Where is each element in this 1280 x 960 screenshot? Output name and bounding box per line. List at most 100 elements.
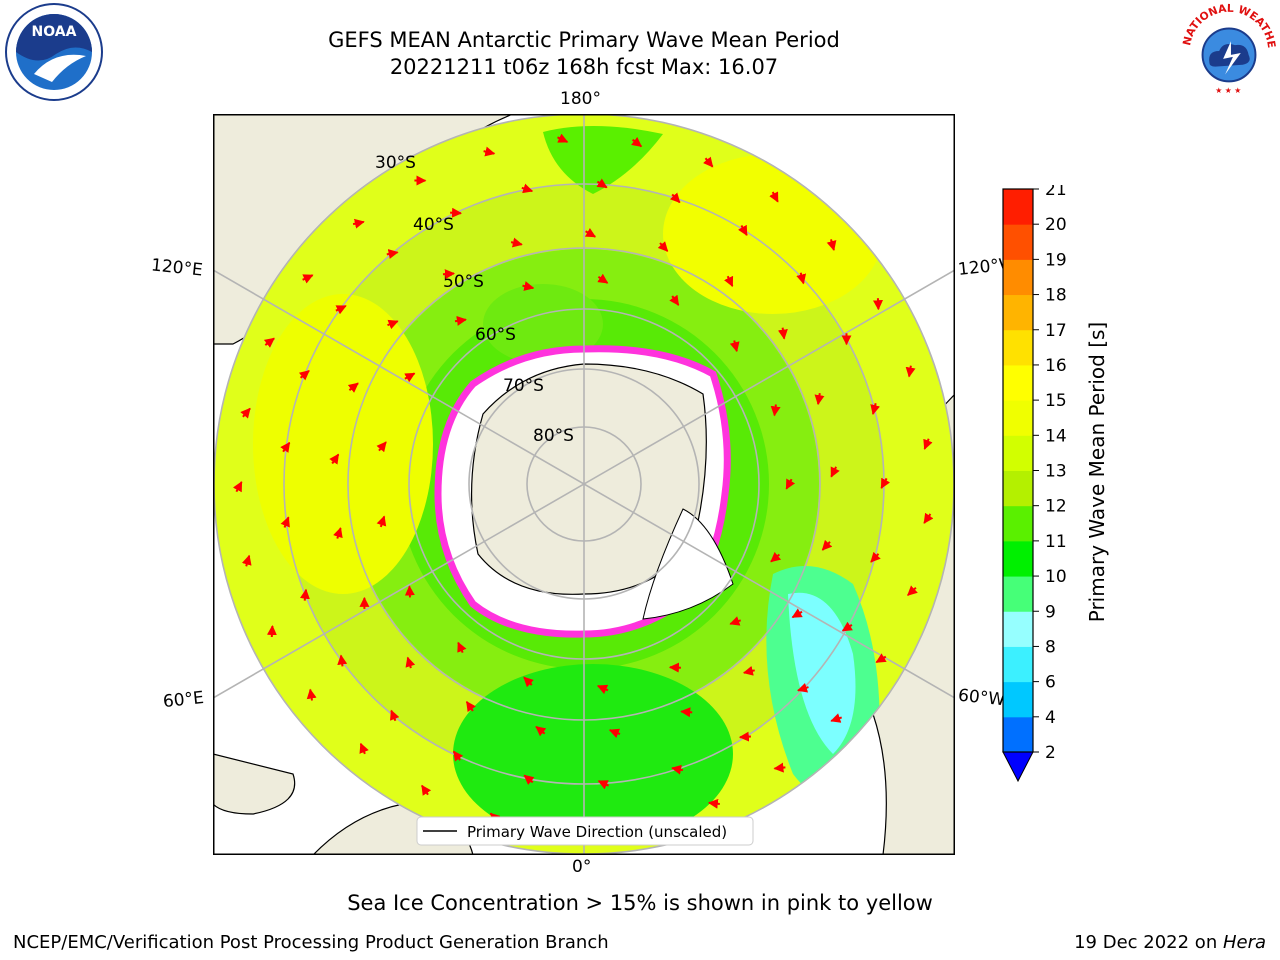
- wave-arrow: [729, 616, 742, 626]
- wave-arrow: [450, 207, 462, 218]
- wave-arrow: [465, 700, 476, 713]
- colorbar-block: [1003, 681, 1033, 718]
- wave-arrow: [724, 275, 734, 288]
- wave-arrow: [521, 183, 534, 194]
- colorbar-block: [1003, 470, 1033, 507]
- wave-arrow: [777, 327, 788, 340]
- wave-arrow: [738, 731, 751, 742]
- wave-arrow: [523, 676, 534, 688]
- machine-name: Hera: [1222, 932, 1266, 953]
- wave-arrow: [597, 273, 609, 284]
- colorbar-tick-label: 21: [1045, 185, 1067, 200]
- date-label: 19 Dec 2022 on: [1074, 932, 1223, 953]
- wave-arrow: [742, 665, 755, 676]
- map-panel: 30°S 40°S 50°S 60°S 70°S 80°S Primary Wa…: [213, 114, 955, 855]
- colorbar-block: [1003, 540, 1033, 577]
- wave-arrow: [907, 585, 918, 596]
- wave-arrow: [347, 382, 359, 393]
- wave-arrow: [770, 551, 782, 563]
- wave-arrow: [923, 512, 934, 524]
- noaa-logo: NOAA: [5, 3, 103, 101]
- wave-arrow: [826, 239, 837, 251]
- colorbar-tick-label: 15: [1045, 391, 1067, 411]
- wave-arrow: [387, 319, 399, 330]
- colorbar-block: [1003, 576, 1033, 612]
- colorbar-tick-label: 6: [1045, 673, 1056, 693]
- wave-arrow: [376, 515, 387, 528]
- wave-arrow: [905, 365, 916, 378]
- colorbar-block: [1003, 364, 1033, 401]
- colorbar-block: [1003, 400, 1033, 436]
- wave-arrow: [769, 191, 779, 203]
- wave-arrow: [870, 403, 881, 415]
- wave-arrow: [337, 654, 348, 667]
- wave-arrow: [870, 551, 881, 563]
- wave-arrow: [608, 728, 621, 739]
- wave-arrow: [657, 241, 669, 252]
- wave-arrow: [302, 274, 314, 284]
- wave-arrow: [298, 370, 310, 381]
- wave-arrow: [773, 762, 786, 773]
- wave-arrow: [266, 625, 277, 638]
- wave-arrow: [306, 688, 317, 701]
- lon-label-0: 0°: [572, 857, 592, 877]
- lat-label-40s: 40°S: [413, 215, 454, 235]
- colorbar-tick-label: 20: [1045, 215, 1067, 235]
- lon-label-60w: 60°W: [957, 685, 1006, 711]
- wave-arrow: [535, 725, 547, 737]
- wave-arrow: [669, 192, 681, 204]
- lat-label-70s: 70°S: [503, 376, 544, 396]
- wave-arrow: [880, 477, 891, 489]
- wave-arrow: [232, 481, 243, 493]
- chart-title: GEFS MEAN Antarctic Primary Wave Mean Pe…: [328, 28, 840, 52]
- wave-arrow: [329, 453, 340, 465]
- legend-label: Primary Wave Direction (unscaled): [467, 823, 727, 841]
- wave-arrow: [376, 441, 387, 453]
- wave-arrow: [597, 780, 610, 790]
- credit-text: NCEP/EMC/Verification Post Processing Pr…: [13, 932, 609, 953]
- wave-arrow: [785, 478, 796, 490]
- wave-arrow: [631, 136, 643, 148]
- wave-direction-arrows: [232, 133, 934, 835]
- wave-arrow: [797, 682, 809, 693]
- lat-label-30s: 30°S: [375, 153, 416, 173]
- wave-arrow: [421, 784, 432, 796]
- wave-arrow: [522, 281, 535, 291]
- colorbar-tick-label: 17: [1045, 321, 1067, 341]
- wave-arrow: [707, 798, 720, 809]
- wave-arrow: [875, 653, 887, 664]
- wave-arrow: [584, 227, 597, 238]
- wave-arrow: [923, 438, 933, 450]
- colorbar-block: [1003, 189, 1033, 225]
- wave-arrow: [352, 218, 365, 229]
- colorbar-tick-label: 13: [1045, 462, 1067, 482]
- colorbar-block: [1003, 224, 1033, 260]
- colorbar-block: [1003, 611, 1033, 647]
- wave-arrow: [796, 272, 807, 285]
- wave-arrow: [557, 133, 569, 143]
- wave-arrow: [404, 585, 415, 598]
- wave-arrow: [671, 764, 684, 775]
- wave-arrow: [830, 466, 840, 478]
- wave-arrow: [390, 709, 400, 722]
- wave-arrow: [299, 588, 310, 601]
- svg-text:★ ★ ★: ★ ★ ★: [1215, 86, 1241, 95]
- wave-arrow: [442, 269, 455, 280]
- colorbar-tick-label: 19: [1045, 250, 1067, 270]
- lat-label-50s: 50°S: [443, 272, 484, 292]
- wave-arrow: [263, 337, 275, 348]
- wave-arrow: [814, 393, 825, 406]
- colorbar: 2 4 6 8 9 10 11 12 13 14 15 16 17 18 19 20 21: [1002, 185, 1067, 783]
- wave-arrow: [669, 294, 680, 306]
- colorbar-block: [1003, 294, 1033, 331]
- wave-arrow: [791, 608, 803, 619]
- wave-arrow: [240, 407, 251, 419]
- colorbar-block: [1003, 505, 1033, 542]
- lat-label-80s: 80°S: [533, 426, 574, 446]
- colorbar-block: [1003, 716, 1033, 753]
- wave-arrow: [702, 156, 714, 168]
- colorbar-tick-label: 11: [1045, 532, 1067, 552]
- colorbar-tick-label: 12: [1045, 497, 1067, 517]
- wave-arrow: [404, 372, 416, 383]
- wave-arrow: [483, 146, 496, 157]
